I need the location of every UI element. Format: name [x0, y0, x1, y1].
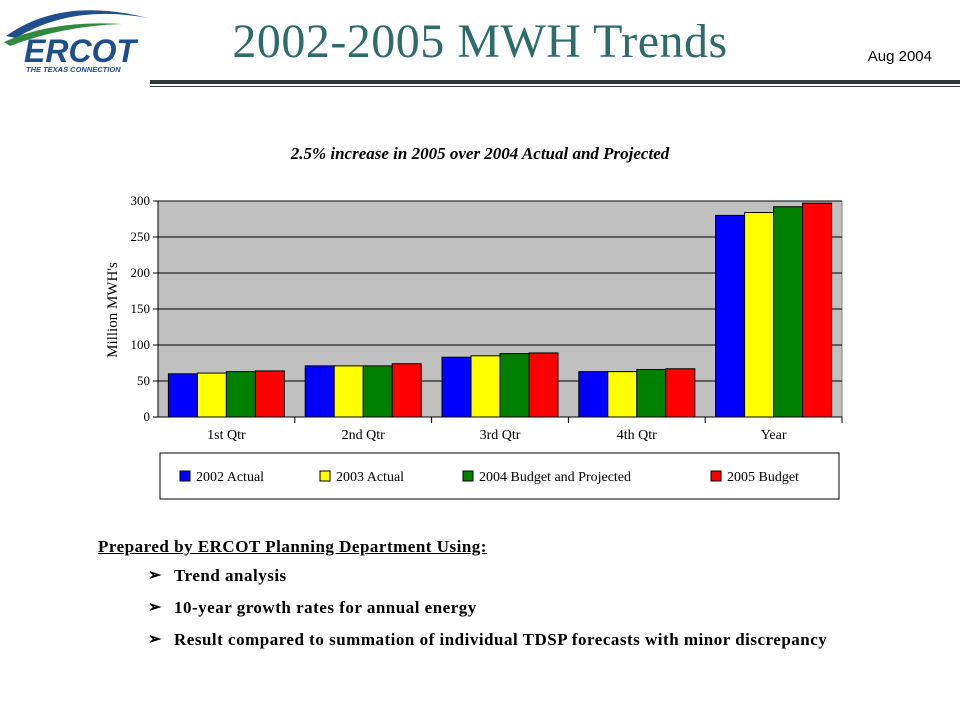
bar-2003-actual: [744, 212, 775, 418]
bar-2003-actual: [196, 372, 227, 418]
x-tick-label: Year: [761, 428, 787, 443]
bar-2003-actual: [607, 371, 638, 418]
logo-text: ERCOT: [24, 33, 138, 69]
list-item-text: Result compared to summation of individu…: [174, 630, 828, 649]
bar-2004-budget-and-projected: [499, 353, 530, 418]
y-tick-label: 250: [131, 229, 151, 244]
bar-2004-budget-and-projected: [362, 365, 393, 418]
bar-2005-budget: [802, 202, 833, 418]
x-tick-label: 3rd Qtr: [480, 428, 521, 443]
legend-swatch: [462, 470, 474, 482]
bar-2004-budget-and-projected: [773, 206, 804, 418]
notes-list: ➢ Trend analysis ➢ 10-year growth rates fo…: [98, 565, 858, 651]
bar-2004-budget-and-projected: [225, 371, 256, 418]
arrow-bullet-icon: ➢: [148, 631, 162, 648]
bar-2002-actual: [167, 373, 198, 418]
legend: [159, 452, 840, 500]
list-item: ➢ Result compared to summation of individ…: [98, 629, 858, 651]
list-item-text: 10-year growth rates for annual energy: [174, 598, 477, 617]
list-item: ➢ 10-year growth rates for annual energy: [98, 597, 858, 619]
legend-label: 2003 Actual: [336, 470, 404, 485]
bar-chart: 0 50 100 150 200 250 300 1st Qtr 2nd Qtr 3rd Qtr 4…: [105, 193, 843, 500]
ercot-logo: ERCOT THE TEXAS CONNECTION: [2, 2, 152, 74]
list-item: ➢ Trend analysis: [98, 565, 858, 587]
list-item-text: Trend analysis: [174, 566, 287, 585]
bar-2005-budget: [665, 368, 696, 418]
notes-section: Prepared by ERCOT Planning Department Us…: [98, 537, 858, 661]
logo-swoosh-green-icon: [4, 23, 122, 46]
page-title: 2002-2005 MWH Trends: [232, 15, 728, 68]
legend-swatch: [710, 470, 722, 482]
arrow-bullet-icon: ➢: [148, 567, 162, 584]
chart-title: 2.5% increase in 2005 over 2004 Actual a…: [290, 144, 670, 163]
bar-2005-budget: [528, 352, 559, 418]
y-tick-label: 200: [131, 265, 151, 280]
bar-2002-actual: [441, 356, 472, 418]
arrow-bullet-icon: ➢: [148, 599, 162, 616]
bar-2004-budget-and-projected: [636, 368, 667, 418]
logo-swoosh-icon: [6, 10, 148, 38]
bar-2003-actual: [470, 355, 501, 418]
y-tick-label: 50: [137, 373, 150, 388]
header-rule-thick: [150, 80, 960, 84]
bar-2002-actual: [304, 365, 335, 418]
header-rule-thin: [150, 86, 960, 87]
bar-2002-actual: [715, 214, 746, 418]
y-tick-label: 150: [131, 301, 151, 316]
bar-2002-actual: [578, 371, 609, 418]
x-tick-label: 2nd Qtr: [342, 428, 386, 443]
notes-heading: Prepared by ERCOT Planning Department Us…: [98, 537, 487, 556]
logo-tagline: THE TEXAS CONNECTION: [26, 65, 121, 74]
x-tick-label: 1st Qtr: [207, 428, 246, 443]
bar-2005-budget: [254, 370, 285, 418]
bar-2003-actual: [333, 365, 364, 418]
bar-2005-budget: [391, 363, 422, 418]
date-label: Aug 2004: [867, 48, 932, 65]
legend-label: 2005 Budget: [727, 470, 799, 485]
y-tick-label: 100: [131, 337, 151, 352]
legend-swatch: [319, 470, 331, 482]
y-tick-label: 300: [131, 193, 151, 208]
y-tick-label: 0: [144, 409, 151, 424]
legend-label: 2004 Budget and Projected: [479, 470, 631, 485]
legend-label: 2002 Actual: [196, 470, 264, 485]
legend-swatch: [179, 470, 191, 482]
y-axis-label: Million MWH's: [105, 262, 121, 358]
x-tick-label: 4th Qtr: [617, 428, 657, 443]
